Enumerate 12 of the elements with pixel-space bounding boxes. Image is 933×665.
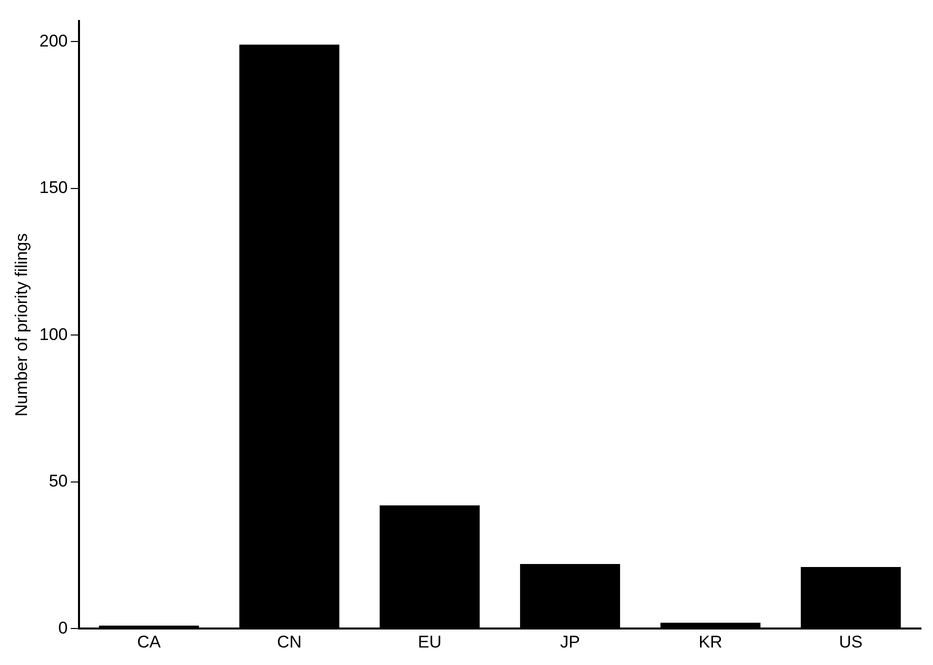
y-tick-label: 100 [39,324,68,344]
y-tick-label: 50 [48,472,68,491]
x-tick-label: CA [137,632,162,652]
x-tick-label: US [839,632,863,652]
y-tick-label: 200 [39,31,68,50]
y-tick-label: 0 [58,618,68,638]
x-tick-label: KR [698,632,722,652]
x-tick-label: EU [418,632,442,652]
y-axis-title: Number of priority filings [12,233,31,417]
y-tick-label: 150 [39,178,68,198]
x-tick-label: JP [560,632,580,652]
x-tick-label: CN [277,632,302,652]
